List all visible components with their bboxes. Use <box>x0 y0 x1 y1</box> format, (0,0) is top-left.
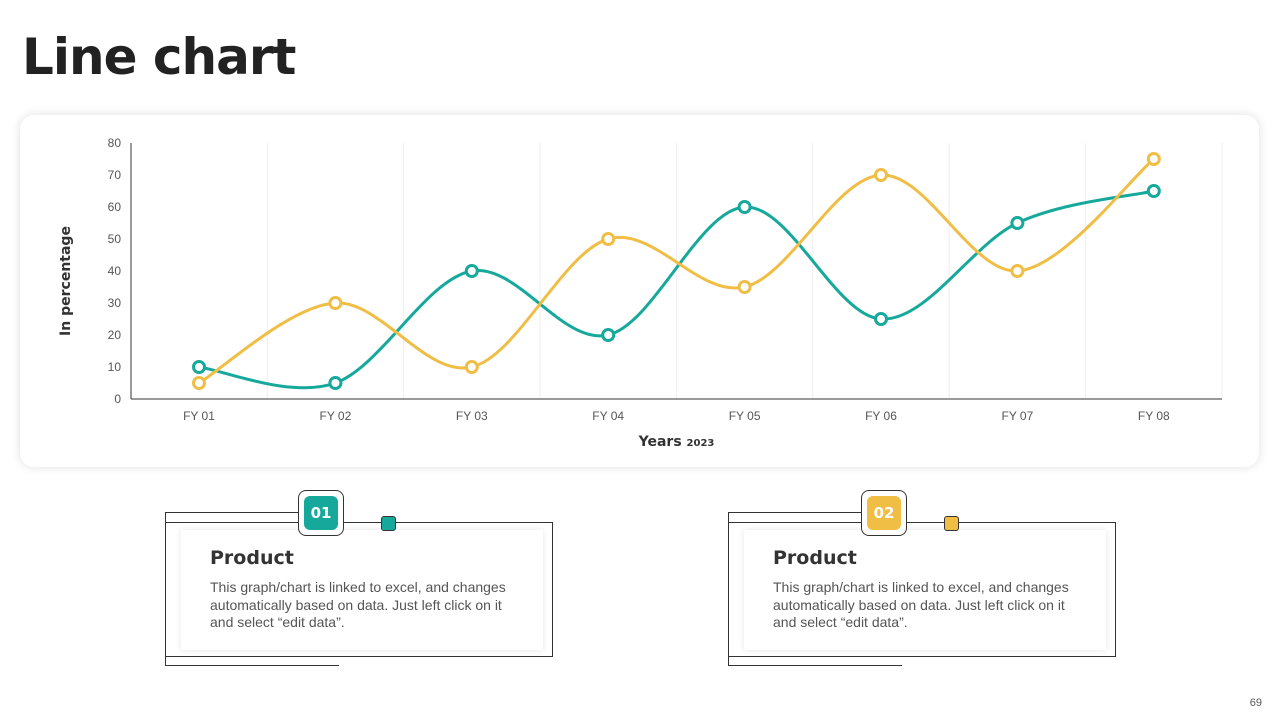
card-description: This graph/chart is linked to excel, and… <box>210 579 506 630</box>
y-axis-title: In percentage <box>58 226 74 336</box>
y-tick-label: 50 <box>108 232 122 246</box>
chart-series <box>192 152 1161 390</box>
chart-grid <box>266 143 1223 399</box>
y-tick-label: 0 <box>114 392 121 406</box>
x-tick-label: FY 02 <box>319 409 351 423</box>
y-tick-label: 40 <box>108 264 122 278</box>
number-badge: 02 <box>867 496 901 530</box>
series-2-point <box>328 296 343 310</box>
card-outline <box>165 512 339 666</box>
page-title: Line chart <box>22 28 296 86</box>
chart-labels: 0 10 20 30 40 50 60 70 80 FY 01 FY 02 FY 03 FY 04 FY … <box>58 136 1170 450</box>
card-outline <box>165 522 553 657</box>
number-badge: 01 <box>304 496 338 530</box>
y-tick-label: 30 <box>108 296 122 310</box>
y-tick-label: 80 <box>108 136 122 150</box>
y-tick-label: 10 <box>108 360 122 374</box>
card-panel <box>744 530 1106 650</box>
series-2-point <box>737 280 752 294</box>
series-1-point <box>737 200 752 214</box>
y-tick-label: 20 <box>108 328 122 342</box>
x-tick-label: FY 03 <box>456 409 488 423</box>
series-1-point <box>192 360 206 374</box>
line-chart: 0 10 20 30 40 50 60 70 80 FY 01 FY 02 FY 03 FY 04 FY … <box>58 136 1223 450</box>
y-tick-label: 70 <box>108 168 122 182</box>
chart-axes <box>130 143 1222 400</box>
card-outline <box>728 522 1116 657</box>
series-2-point <box>874 168 888 182</box>
badge-frame: 01 <box>298 490 344 536</box>
product-card-1: 01 Product This graph/chart is linked to… <box>165 490 555 670</box>
x-tick-label: FY 01 <box>183 409 215 423</box>
series-1-line <box>197 189 1156 390</box>
card-heading: Product <box>773 547 857 569</box>
card-heading: Product <box>210 547 294 569</box>
series-1-point <box>874 312 888 326</box>
series-1-point <box>1146 184 1161 198</box>
series-2-point <box>464 360 479 374</box>
series-2-point <box>1010 264 1025 278</box>
series-1-point <box>464 264 479 278</box>
page-number: 69 <box>1249 697 1262 709</box>
card-outline <box>728 512 902 666</box>
card-description: This graph/chart is linked to excel, and… <box>773 579 1069 630</box>
x-tick-label: FY 08 <box>1138 409 1170 423</box>
card-panel <box>181 530 543 650</box>
y-tick-label: 60 <box>108 200 122 214</box>
series-2-point <box>192 376 206 390</box>
x-tick-label: FY 04 <box>592 409 624 423</box>
color-marker <box>381 516 396 531</box>
chart-card: 0 10 20 30 40 50 60 70 80 FY 01 FY 02 FY 03 FY 04 FY … <box>20 115 1259 467</box>
product-card-2: 02 Product This graph/chart is linked to… <box>728 490 1118 670</box>
series-1-point <box>1010 216 1025 230</box>
series-2-point <box>601 232 616 246</box>
x-tick-label: FY 07 <box>1001 409 1033 423</box>
x-tick-label: FY 06 <box>865 409 897 423</box>
x-tick-label: FY 05 <box>729 409 761 423</box>
x-axis-title: Years 2023 <box>638 434 715 450</box>
badge-frame: 02 <box>861 490 907 536</box>
series-1-point <box>601 328 616 342</box>
series-2-point <box>1146 152 1161 166</box>
series-2-line <box>197 157 1156 385</box>
series-1-point <box>328 376 343 390</box>
color-marker <box>944 516 959 531</box>
